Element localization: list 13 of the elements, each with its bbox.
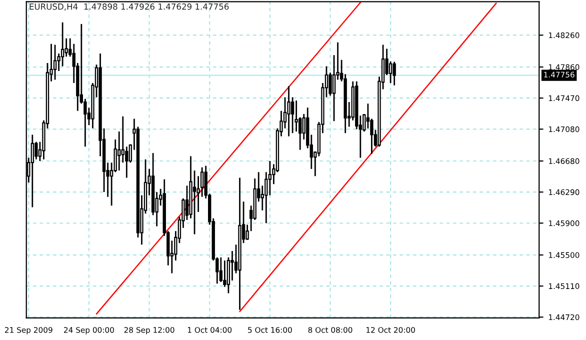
candlestick — [53, 44, 57, 80]
candlestick — [290, 96, 294, 134]
candlestick — [219, 256, 223, 283]
candlestick — [294, 100, 298, 132]
candlestick — [30, 134, 34, 208]
chart-title: EURUSD,H4 1.47898 1.47926 1.47629 1.47756 — [30, 3, 229, 11]
candlestick — [287, 85, 290, 137]
candlestick — [192, 170, 196, 235]
candlestick — [60, 22, 64, 67]
candlestick — [388, 60, 392, 84]
candlestick — [392, 61, 396, 86]
candlestick — [34, 141, 38, 160]
candlestick — [223, 260, 226, 288]
